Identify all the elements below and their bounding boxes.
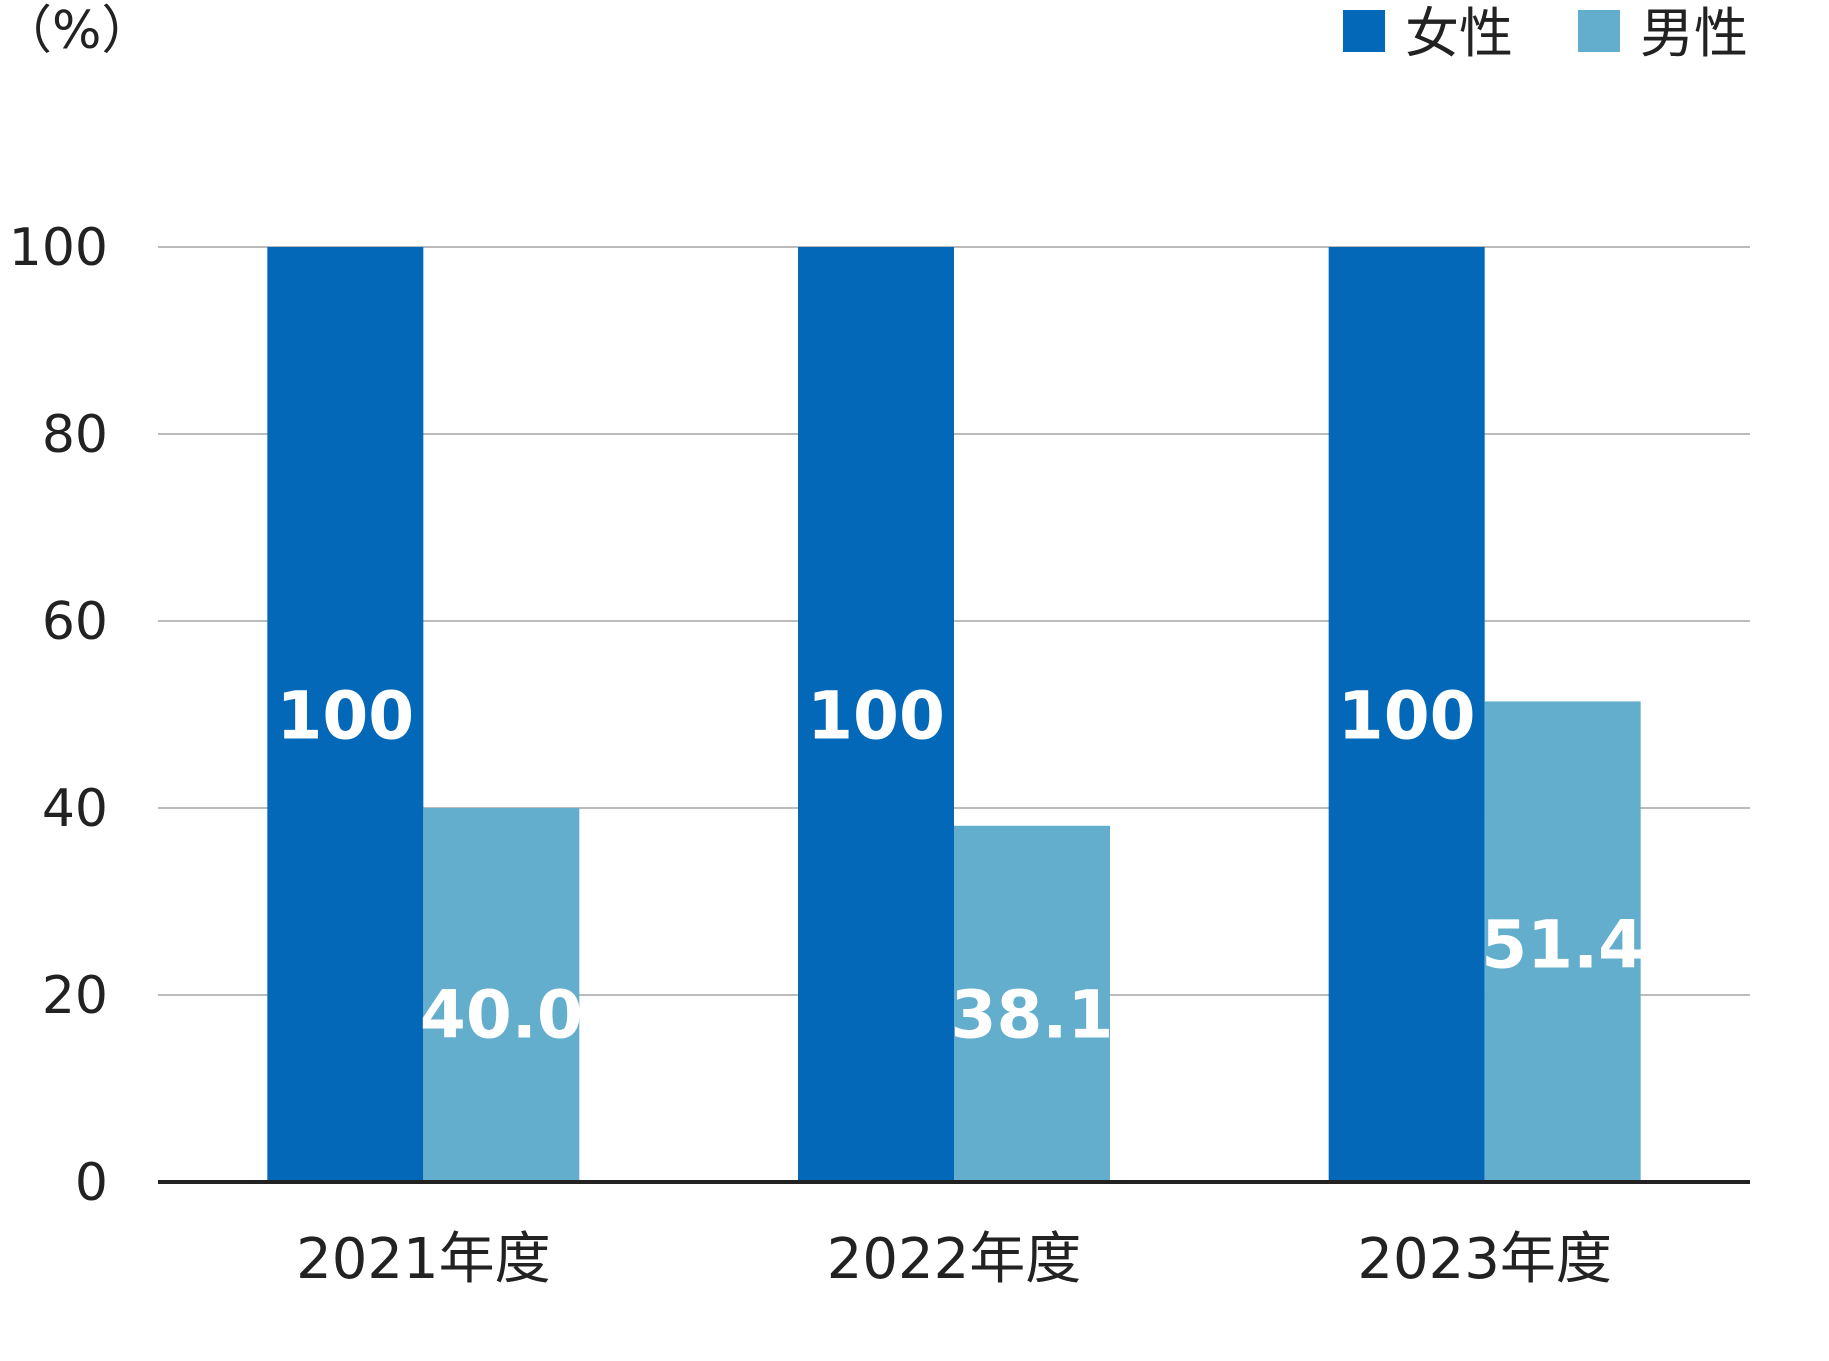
legend: 女性 男性 <box>1343 2 1748 65</box>
y-tick-label: 20 <box>42 966 108 1026</box>
y-axis-ticks: 0 20 40 60 80 100 <box>9 218 108 1213</box>
x-axis-categories: 2021年度 2022年度 2023年度 <box>296 1227 1612 1292</box>
bars: 100 40.0 100 38.1 100 51.4 <box>158 247 1750 1184</box>
x-category-label: 2022年度 <box>827 1227 1082 1292</box>
legend-label: 男性 <box>1640 2 1748 65</box>
y-tick-label: 100 <box>9 218 108 278</box>
bar-女性-2022年度 <box>798 247 954 1182</box>
y-unit-label: （%） <box>0 1 153 61</box>
bar-男性-2023年度 <box>1484 701 1641 1182</box>
bar-男性-2021年度 <box>423 808 580 1182</box>
data-label: 100 <box>1338 678 1476 755</box>
legend-label: 女性 <box>1405 2 1513 65</box>
data-label: 100 <box>807 678 945 755</box>
data-label: 38.1 <box>951 977 1114 1054</box>
legend-swatch <box>1343 10 1385 52</box>
y-tick-label: 60 <box>42 592 108 652</box>
data-label: 100 <box>276 678 414 755</box>
bar-男性-2022年度 <box>954 825 1110 1182</box>
x-category-label: 2023年度 <box>1357 1227 1612 1292</box>
y-tick-label: 40 <box>42 779 108 839</box>
data-label: 40.0 <box>420 977 583 1054</box>
legend-swatch <box>1578 10 1620 52</box>
x-category-label: 2021年度 <box>296 1227 551 1292</box>
y-tick-label: 0 <box>75 1153 108 1213</box>
bar-女性-2023年度 <box>1328 247 1485 1182</box>
y-tick-label: 80 <box>42 405 108 465</box>
data-label: 51.4 <box>1481 907 1644 984</box>
bar-女性-2021年度 <box>267 247 424 1182</box>
